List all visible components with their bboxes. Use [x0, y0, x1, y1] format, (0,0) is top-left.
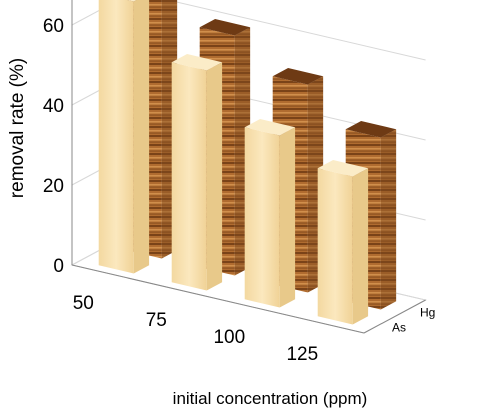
- bar-top: [317, 160, 369, 177]
- x-tick-label: 50: [73, 293, 94, 314]
- y-tick-label: 20: [43, 176, 64, 197]
- x-axis-title: initial concentration (ppm): [173, 389, 368, 408]
- bar-top: [171, 54, 223, 71]
- bar-As-75: [171, 54, 223, 291]
- x-tick-label: 100: [213, 327, 245, 348]
- bar-top: [345, 121, 397, 138]
- bar-side-texture: [380, 129, 397, 310]
- bar-side: [279, 127, 296, 308]
- x-tick-label: 75: [146, 310, 167, 331]
- series-tick-label: As: [392, 321, 406, 335]
- y-tick-label: 60: [43, 16, 64, 37]
- y-tick-label: 0: [53, 256, 64, 277]
- bar-As-100: [244, 119, 296, 308]
- bar-top: [272, 68, 324, 85]
- bar-As-50: [98, 0, 150, 274]
- gridline: [71, 0, 426, 61]
- bar-top: [127, 0, 137, 2]
- bar-side: [133, 0, 150, 274]
- chart-labels: 0204060805075100125AsHgremoval rate (%)i…: [7, 16, 435, 408]
- chart-bars: [98, 0, 397, 325]
- y-tick-label: 40: [43, 96, 64, 117]
- bar-front: [98, 0, 134, 274]
- z-axis-line: [363, 299, 426, 334]
- series-tick-label: Hg: [420, 306, 435, 320]
- bar-As-125: [317, 160, 369, 325]
- y-axis-title: removal rate (%): [7, 58, 28, 198]
- x-tick-label: 125: [286, 344, 318, 365]
- bar-top: [199, 19, 251, 36]
- bar-side: [206, 62, 223, 291]
- bar-front: [244, 127, 280, 308]
- bar-front: [317, 168, 353, 325]
- bar-front: [171, 62, 207, 291]
- x-axis-line: [71, 264, 365, 334]
- bar-top: [244, 119, 296, 136]
- bar-side: [352, 168, 369, 325]
